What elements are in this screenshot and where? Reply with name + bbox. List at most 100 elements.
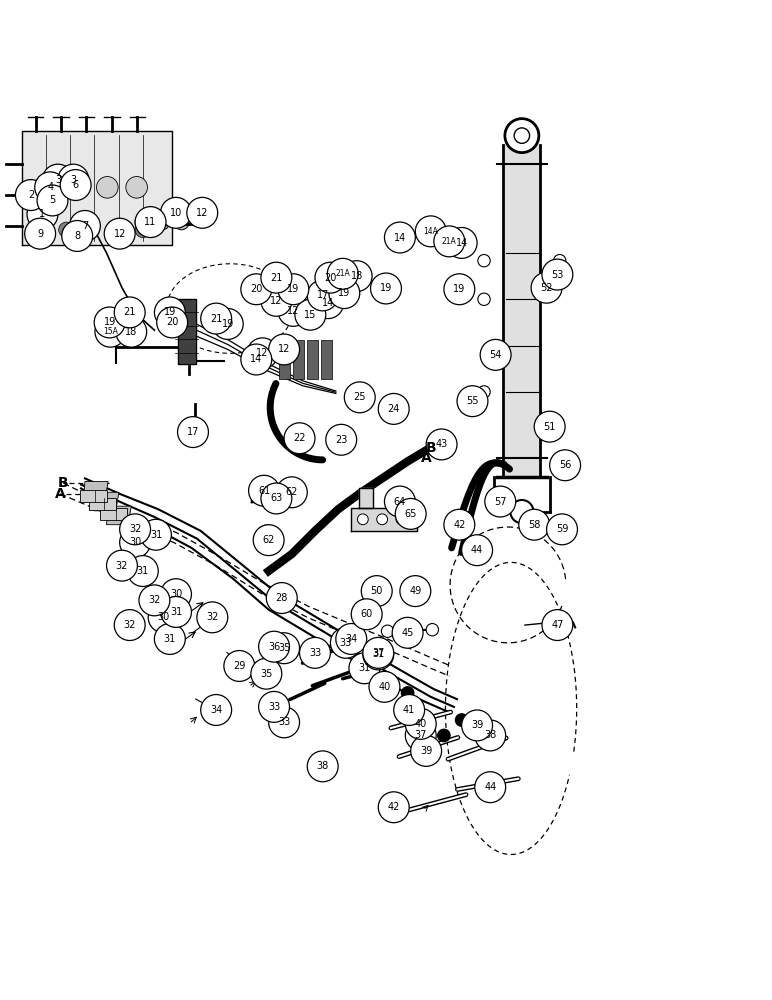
Circle shape	[336, 624, 367, 654]
Circle shape	[396, 514, 407, 525]
Circle shape	[542, 610, 573, 641]
Circle shape	[241, 274, 272, 305]
Text: 21A: 21A	[335, 269, 350, 278]
Polygon shape	[251, 486, 301, 502]
Text: 32: 32	[206, 612, 218, 622]
Circle shape	[363, 639, 394, 670]
Circle shape	[344, 382, 375, 413]
Circle shape	[330, 627, 361, 658]
Circle shape	[295, 299, 326, 330]
Text: 40: 40	[378, 682, 391, 692]
Text: 12: 12	[278, 344, 290, 354]
Text: 12: 12	[287, 306, 300, 316]
Circle shape	[462, 535, 493, 566]
Circle shape	[405, 708, 436, 739]
Polygon shape	[503, 145, 540, 477]
Circle shape	[278, 295, 309, 326]
Text: 31: 31	[164, 634, 176, 644]
Circle shape	[107, 550, 137, 581]
Circle shape	[411, 735, 442, 766]
Circle shape	[261, 262, 292, 293]
Text: 12: 12	[256, 348, 269, 358]
Circle shape	[519, 509, 550, 540]
Circle shape	[547, 514, 577, 545]
Circle shape	[327, 258, 358, 289]
Text: A: A	[55, 487, 66, 501]
Circle shape	[381, 625, 394, 637]
Polygon shape	[178, 299, 196, 364]
Circle shape	[253, 525, 284, 556]
Circle shape	[241, 344, 272, 375]
Text: 41: 41	[403, 705, 415, 715]
Text: 43: 43	[435, 439, 448, 449]
Circle shape	[475, 772, 506, 803]
Circle shape	[161, 596, 191, 627]
Circle shape	[114, 297, 145, 328]
Text: 20: 20	[250, 284, 262, 294]
Text: 4: 4	[47, 182, 53, 192]
Circle shape	[395, 498, 426, 529]
Text: 1: 1	[39, 209, 46, 219]
Text: 31: 31	[170, 607, 182, 617]
Circle shape	[178, 417, 208, 448]
Text: 25: 25	[354, 392, 366, 402]
Circle shape	[371, 273, 401, 304]
Text: 30: 30	[129, 537, 141, 547]
Circle shape	[95, 316, 126, 347]
Text: 28: 28	[276, 593, 288, 603]
Circle shape	[349, 653, 380, 684]
Text: 38: 38	[484, 730, 496, 740]
Circle shape	[62, 221, 93, 251]
Circle shape	[485, 486, 516, 517]
Circle shape	[262, 531, 270, 539]
Circle shape	[444, 509, 475, 540]
Circle shape	[478, 255, 490, 267]
Circle shape	[534, 411, 565, 442]
Text: 49: 49	[409, 586, 422, 596]
Circle shape	[361, 610, 368, 618]
Text: 44: 44	[484, 782, 496, 792]
Text: 58: 58	[528, 520, 540, 530]
Text: 14: 14	[250, 354, 262, 364]
Text: 12: 12	[270, 296, 283, 306]
Text: 37: 37	[372, 648, 384, 658]
Text: 45: 45	[401, 628, 414, 638]
Text: 29: 29	[233, 661, 245, 671]
Text: 47: 47	[551, 620, 564, 630]
Circle shape	[329, 278, 360, 309]
Text: 51: 51	[543, 422, 556, 432]
Polygon shape	[351, 508, 417, 531]
Circle shape	[480, 339, 511, 370]
Text: 60: 60	[361, 609, 373, 619]
Circle shape	[69, 211, 100, 241]
Circle shape	[446, 227, 477, 258]
Text: 30: 30	[170, 589, 182, 599]
Circle shape	[104, 218, 135, 249]
Circle shape	[25, 218, 56, 249]
Circle shape	[261, 483, 292, 514]
Circle shape	[315, 262, 346, 293]
Circle shape	[269, 334, 300, 365]
Text: 2: 2	[28, 190, 34, 200]
Polygon shape	[321, 340, 332, 379]
Text: 21: 21	[124, 307, 136, 317]
Circle shape	[550, 450, 581, 481]
Circle shape	[510, 500, 533, 523]
Circle shape	[400, 576, 431, 607]
Polygon shape	[100, 508, 127, 520]
Text: 42: 42	[388, 802, 400, 812]
Text: 15A: 15A	[103, 327, 118, 336]
Circle shape	[174, 214, 189, 230]
Text: 21A: 21A	[442, 237, 457, 246]
Circle shape	[438, 729, 450, 742]
Text: 38: 38	[317, 761, 329, 771]
Circle shape	[249, 475, 279, 506]
Text: 39: 39	[420, 746, 432, 756]
Text: 62: 62	[286, 487, 298, 497]
Circle shape	[154, 214, 170, 230]
Circle shape	[284, 423, 315, 454]
Circle shape	[42, 164, 73, 195]
Circle shape	[38, 177, 59, 198]
Circle shape	[378, 792, 409, 823]
Text: 24: 24	[388, 404, 400, 414]
